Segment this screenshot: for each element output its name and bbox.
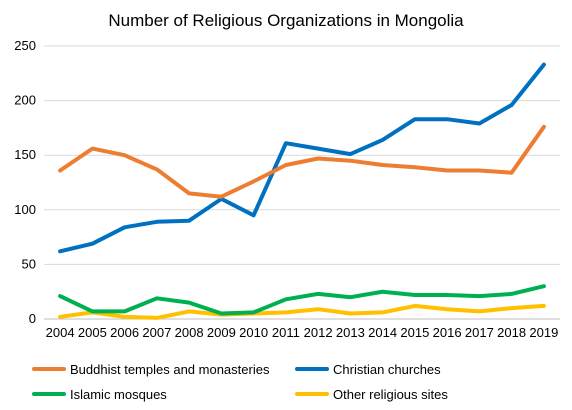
x-tick-label: 2010 [239,325,268,340]
legend-item: Other religious sites [295,387,448,402]
x-tick-label: 2009 [207,325,236,340]
chart-title: Number of Religious Organizations in Mon… [108,11,464,30]
x-tick-label: 2017 [465,325,494,340]
x-tick-label: 2004 [46,325,75,340]
x-tick-label: 2007 [142,325,171,340]
legend-label: Buddhist temples and monasteries [70,362,270,377]
x-tick-label: 2008 [175,325,204,340]
x-tick-label: 2018 [497,325,526,340]
x-tick-label: 2019 [529,325,558,340]
x-tick-label: 2011 [272,325,300,340]
y-tick-label: 150 [14,147,36,162]
legend-label: Other religious sites [333,387,448,402]
x-tick-label: 2015 [400,325,429,340]
legend-item: Buddhist temples and monasteries [32,362,270,377]
series-line [58,62,546,254]
legend: Buddhist temples and monasteries Christia… [32,362,448,402]
series-lines [58,62,546,320]
gridlines [44,45,560,265]
y-tick-label: 100 [14,202,36,217]
x-tick-label: 2012 [304,325,333,340]
x-tick-label: 2013 [336,325,365,340]
y-axis-ticks: 0 50 100 150 200 250 [14,38,36,326]
series-line [58,124,546,199]
series-line [58,303,546,320]
x-tick-label: 2005 [78,325,107,340]
y-tick-label: 50 [22,256,36,271]
x-tick-label: 2014 [368,325,397,340]
series-line [58,284,546,316]
legend-item: Islamic mosques [32,387,167,402]
y-tick-label: 250 [14,38,36,53]
x-tick-label: 2016 [433,325,462,340]
legend-item: Christian churches [295,362,441,377]
x-axis-ticks: 2004 2005 2006 2007 2008 2009 2010 2011 2012 2013… [46,325,559,340]
x-tick-label: 2006 [110,325,139,340]
legend-label: Islamic mosques [70,387,167,402]
y-tick-label: 0 [29,311,36,326]
legend-label: Christian churches [333,362,441,377]
y-tick-label: 200 [14,93,36,108]
